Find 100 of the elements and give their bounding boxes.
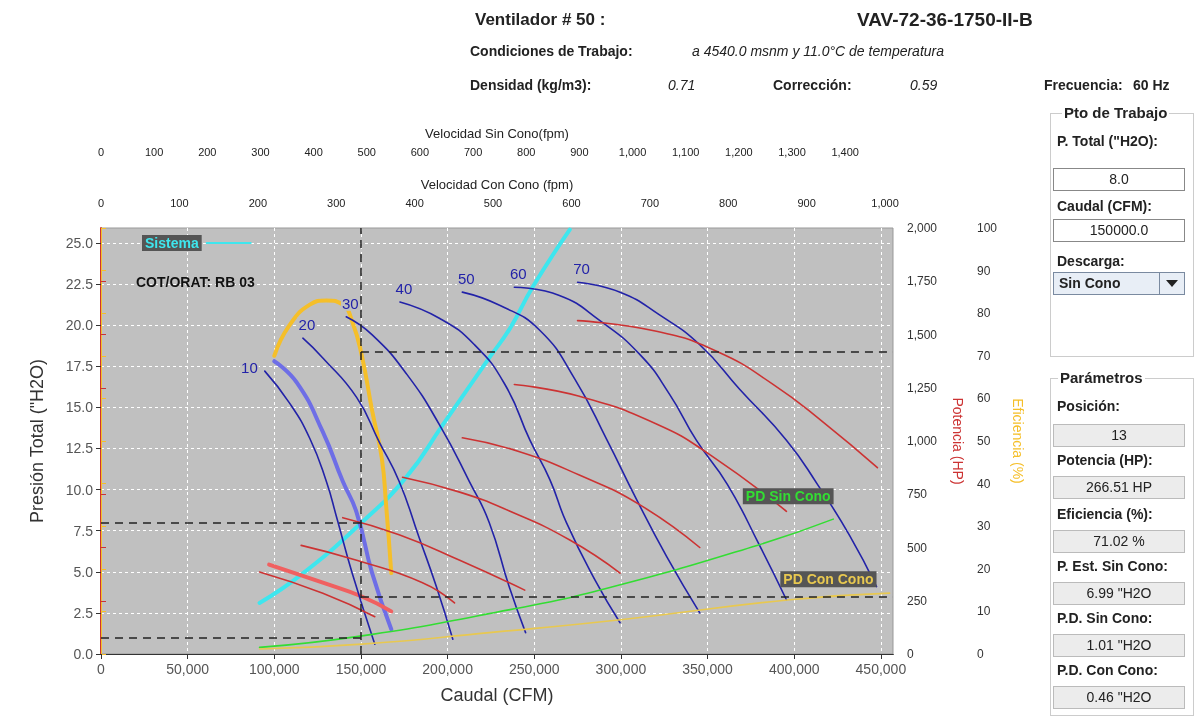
line-series (272, 359, 394, 632)
y2-tick-label: 250 (907, 593, 928, 608)
line-series (341, 516, 526, 591)
text-field: 0.46 "H2O (1053, 686, 1185, 709)
line-series (257, 227, 572, 606)
line-series (263, 370, 376, 645)
y3-tick-label: 10 (977, 604, 991, 619)
line-series (258, 592, 891, 650)
text: Pto de Trabajo (1062, 104, 1170, 121)
x-tick-label: 0 (97, 661, 106, 677)
line-series (258, 518, 835, 649)
y3-tick-label: 100 (977, 221, 998, 235)
text: 800 (719, 196, 738, 209)
y-tick-label: 5.0 (73, 563, 94, 580)
line-series (272, 298, 394, 576)
text: Sistema (144, 235, 199, 251)
x-tick-label: 200,000 (422, 661, 474, 677)
line-series (576, 319, 879, 469)
y-tick-label: 10.0 (65, 481, 94, 498)
x2-tick-label: 1,000 (618, 145, 647, 158)
text: Corrección: (773, 77, 852, 93)
y-tick-label: 22.5 (65, 275, 94, 292)
chart-title: Ventilador # 50 : (475, 10, 606, 29)
x2-tick-label: 1,300 (778, 145, 806, 158)
line-series (401, 476, 621, 574)
text: a 4540.0 msnm y 11.0°C de temperatura (692, 43, 945, 59)
x2-tick-label: 300 (251, 145, 270, 158)
y3-tick-label: 0 (977, 647, 984, 661)
y-tick-label: 7.5 (73, 522, 94, 539)
line-series (399, 301, 621, 624)
x2-tick-label: 500 (357, 145, 376, 158)
y2-tick-label: 1,000 (907, 434, 938, 448)
text: P. Total ("H2O): (1057, 133, 1159, 149)
line-series (302, 337, 454, 640)
series-label: PD Con Cono (783, 571, 874, 588)
dropdown: Sin Cono (1053, 272, 1185, 295)
line-series (267, 562, 394, 614)
series-label: 70 (573, 260, 590, 278)
text: Eficiencia (%): (1057, 506, 1153, 522)
x2-tick-label: 1,100 (671, 145, 700, 158)
x-tick-label: 350,000 (682, 661, 734, 677)
y2-tick-label: 2,000 (907, 221, 938, 235)
text: 0.59 (910, 77, 938, 93)
y3-tick-label: 70 (977, 348, 991, 363)
text: Posición: (1057, 398, 1121, 414)
series-label: 20 (298, 316, 316, 334)
series-label: PD Sin Cono (745, 488, 831, 505)
text: 100 (170, 196, 189, 209)
text: 500 (483, 196, 503, 209)
text: 0 (97, 196, 105, 209)
line-series (345, 316, 527, 634)
y3-tick-label: 50 (977, 434, 991, 448)
y3-axis-title: Eficiencia (%) (1010, 398, 1026, 484)
x2-tick-label: 400 (304, 145, 323, 158)
text-field: 150000.0 (1053, 219, 1185, 242)
text: 60 Hz (1133, 77, 1170, 93)
x-tick-label: 100,000 (249, 661, 300, 677)
y3-tick-label: 30 (977, 519, 991, 534)
text-field: 13 (1053, 424, 1185, 447)
y-tick-label: 25.0 (65, 234, 94, 251)
line-series (461, 291, 701, 614)
y3-tick-label: 90 (977, 263, 991, 278)
x2-tick-label: 600 (410, 145, 430, 158)
x2-tick-label: 1,400 (831, 145, 859, 158)
x-axis-title: Caudal (CFM) (440, 685, 554, 705)
y-tick-label: 12.5 (65, 440, 94, 457)
y3-tick-label: 40 (977, 476, 991, 491)
text: 700 (640, 196, 660, 209)
y2-tick-label: 500 (907, 540, 928, 555)
text: Frecuencia: (1044, 77, 1123, 93)
x2-tick-label: 100 (144, 145, 164, 158)
x2-tick-label: 800 (517, 145, 536, 158)
text: P.D. Con Cono: (1057, 662, 1158, 678)
y-tick-label: 20.0 (65, 317, 94, 334)
text: 400 (405, 196, 424, 209)
text: 1,000 (871, 196, 899, 209)
text: VAV-72-36-1750-II-B (857, 9, 1033, 30)
x-tick-label: 50,000 (166, 661, 210, 677)
text: Caudal (CFM): (1057, 198, 1152, 214)
text: Potencia (HP): (1057, 452, 1153, 468)
text: 200 (248, 196, 267, 209)
y3-tick-label: 60 (977, 391, 991, 406)
y-axis-title: Presión Total ("H2O) (27, 358, 47, 524)
y-tick-label: 17.5 (65, 358, 94, 375)
x2-tick-label: 1,200 (725, 145, 753, 158)
series-label: 30 (341, 294, 359, 312)
y-tick-label: 15.0 (65, 399, 94, 416)
x-tick-label: 150,000 (335, 661, 387, 677)
series-label: 40 (395, 280, 413, 298)
y-tick-label: 0.0 (73, 646, 94, 662)
x-tick-label: 300,000 (595, 661, 647, 677)
x-tick-label: 400,000 (768, 661, 820, 677)
x2-tick-label: 900 (570, 145, 589, 158)
x2-tick-label: 700 (463, 145, 483, 158)
x-tick-label: 450,000 (855, 661, 907, 677)
y2-axis-title: Potencia (HP) (950, 397, 966, 485)
text: 300 (327, 196, 346, 209)
text: Velocidad Con Cono (fpm) (420, 177, 574, 192)
text-field: 71.02 % (1053, 530, 1185, 553)
series-label: 10 (241, 358, 258, 376)
